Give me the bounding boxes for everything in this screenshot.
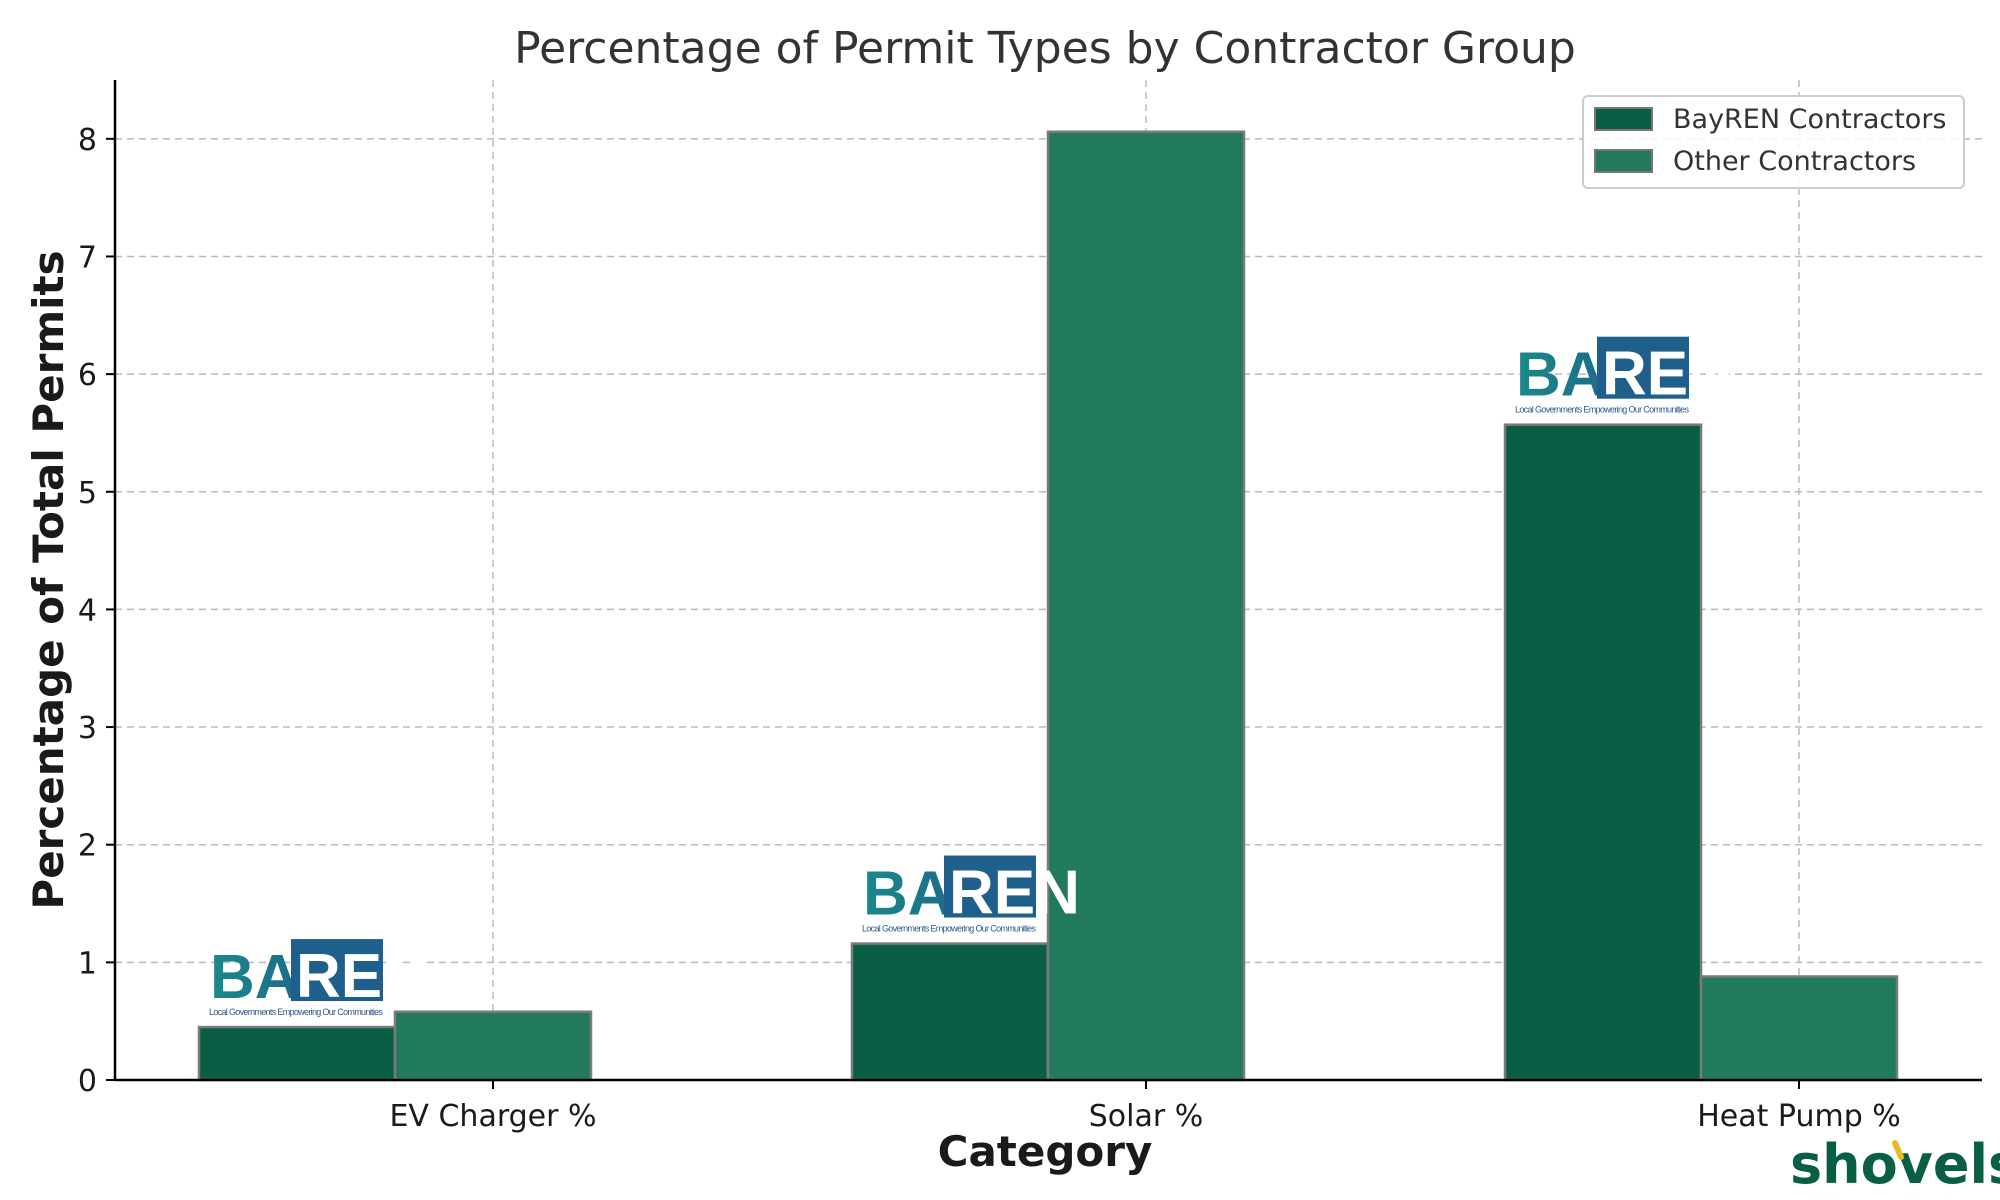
y-tick-label-2: 2 xyxy=(78,829,97,864)
bayren-logo-box xyxy=(944,855,1036,918)
bayren-logo-tagline: Local Governments Empowering Our Communi… xyxy=(209,1007,384,1017)
y-tick-label-5: 5 xyxy=(78,476,97,511)
y-tick-label-7: 7 xyxy=(78,240,97,275)
y-tick-label-3: 3 xyxy=(78,711,97,746)
y-axis-title: Percentage of Total Permits xyxy=(24,250,73,909)
shovels-watermark: shovels xyxy=(1790,1133,2000,1196)
legend-label-bayren: BayREN Contractors xyxy=(1673,104,1946,135)
bayren-logo-right-text: REN xyxy=(949,859,1080,928)
bar-other-2 xyxy=(1699,975,1899,1082)
y-tick-label-4: 4 xyxy=(78,593,97,628)
y-tick-label-0: 0 xyxy=(78,1064,97,1099)
y-tick-label-6: 6 xyxy=(78,358,97,393)
bar-bayren-2 xyxy=(1503,423,1703,1082)
legend-label-other: Other Contractors xyxy=(1673,146,1916,177)
x-tick-label-0: EV Charger % xyxy=(389,1099,596,1134)
bayren-logo-tagline: Local Governments Empowering Our Communi… xyxy=(862,924,1037,934)
bar-other-0 xyxy=(393,1010,593,1082)
ticks-layer: 0 1 2 3 4 5 6 7 8 EV Charger % Solar % Heat Pump % xyxy=(78,123,1901,1134)
bar-bayren-0 xyxy=(197,1025,397,1082)
bayren-logo-box xyxy=(1597,336,1689,399)
bars-layer xyxy=(197,130,1899,1082)
y-tick-label-8: 8 xyxy=(78,123,97,158)
bayren-logo-box xyxy=(291,939,383,1002)
bar-other-1 xyxy=(1046,130,1246,1082)
bayren-logo-right-text: REN xyxy=(1602,340,1733,409)
y-tick-label-1: 1 xyxy=(78,946,97,981)
legend-frame xyxy=(1582,95,1965,189)
x-tick-label-1: Solar % xyxy=(1089,1099,1204,1134)
bar-bayren-1 xyxy=(850,942,1050,1082)
watermark-accent-mark xyxy=(1892,1140,1904,1160)
bayren-logo-right-text: REN xyxy=(296,942,427,1011)
x-axis-title: Category xyxy=(938,1127,1153,1176)
legend[interactable]: BayREN Contractors Other Contractors xyxy=(1582,95,1965,189)
x-tick-label-2: Heat Pump % xyxy=(1697,1099,1901,1134)
axes-layer xyxy=(113,80,1982,1082)
legend-swatch-bayren xyxy=(1594,107,1653,131)
legend-swatch-other xyxy=(1594,149,1653,173)
bayren-logo-tagline: Local Governments Empowering Our Communi… xyxy=(1515,405,1690,415)
chart-title: Percentage of Permit Types by Contractor… xyxy=(514,23,1576,74)
